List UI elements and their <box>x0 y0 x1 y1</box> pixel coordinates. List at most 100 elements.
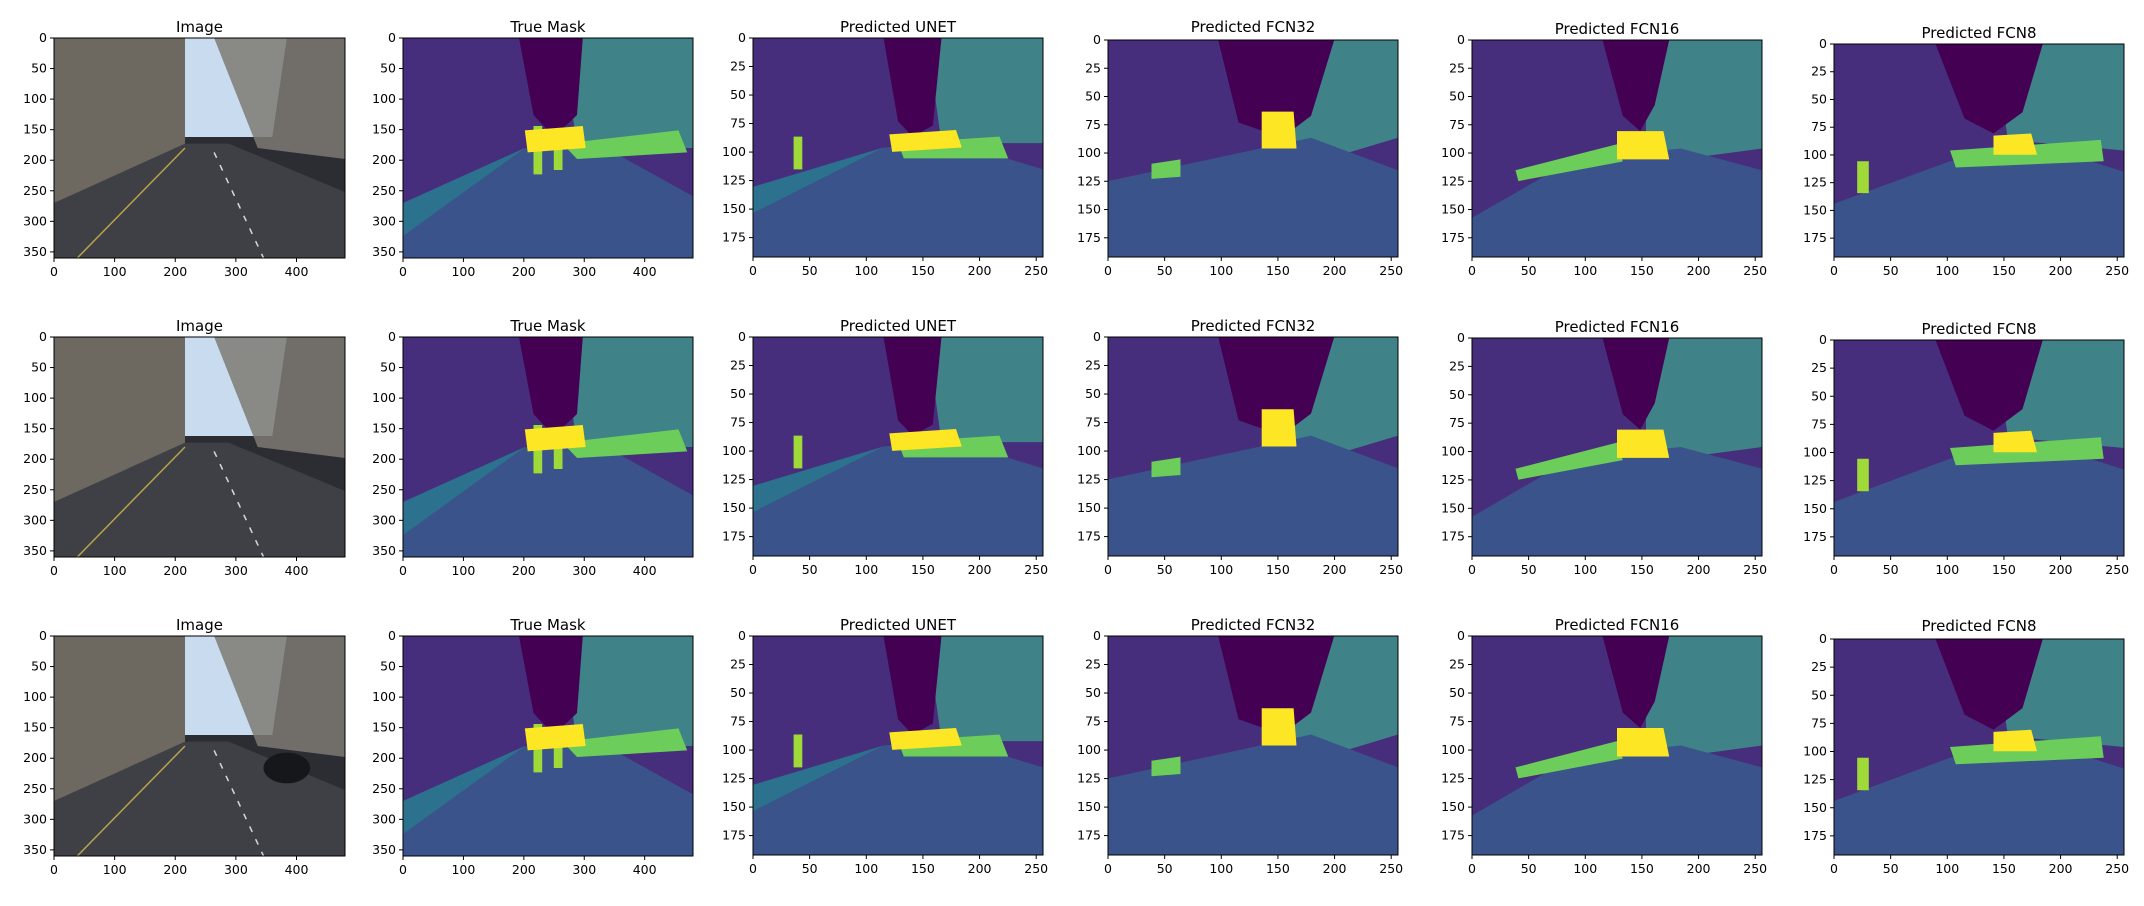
class-sky <box>519 636 583 735</box>
y-tick-label: 150 <box>1803 501 1827 516</box>
x-tick-label: 200 <box>1323 562 1347 577</box>
y-tick-label: 100 <box>372 689 396 704</box>
y-tick-label: 175 <box>722 230 746 245</box>
x-tick-label: 150 <box>1992 562 2016 577</box>
class-car <box>1515 144 1623 182</box>
x-tick-label: 50 <box>1883 263 1899 278</box>
y-tick-label: 150 <box>1803 202 1827 217</box>
photo-car <box>263 752 311 784</box>
y-tick-label: 350 <box>372 244 396 259</box>
y-tick-label: 250 <box>372 482 396 497</box>
y-tick-label: 150 <box>722 500 746 515</box>
class-car <box>1515 442 1623 480</box>
y-tick-label: 0 <box>1819 36 1827 51</box>
y-tick-label: 175 <box>1077 230 1101 245</box>
class-sidewalk <box>753 147 884 214</box>
class-sign <box>889 429 962 451</box>
panel-content <box>1472 40 1762 257</box>
panel-title: True Mask <box>509 18 586 36</box>
y-tick-label: 125 <box>722 173 746 188</box>
y-tick-label: 175 <box>1803 828 1827 843</box>
y-tick-label: 25 <box>730 358 746 373</box>
x-tick-label: 50 <box>1883 562 1899 577</box>
y-tick-label: 250 <box>23 781 47 796</box>
panel-unet-row-1: 0 50 100 150 200 250 0 25 50 75 100 125 150 175 Predic… <box>722 18 1048 278</box>
y-tick-label: 75 <box>1811 416 1827 431</box>
x-tick-label: 200 <box>163 563 187 578</box>
panel-unet-row-2: 0 50 100 150 200 250 0 25 50 75 100 125 150 175 Predic… <box>722 317 1048 577</box>
class-sidewalk <box>753 446 884 513</box>
y-tick-label: 250 <box>23 183 47 198</box>
panel-content <box>753 636 1043 855</box>
class-sidewalk <box>403 746 525 834</box>
panel-fcn8-row-3: 0 50 100 150 200 250 0 25 50 75 100 125 150 175 Predic… <box>1803 617 2129 876</box>
panel-title: Predicted FCN8 <box>1921 24 2036 42</box>
y-tick-label: 25 <box>1811 64 1827 79</box>
panel-frame <box>752 336 1044 557</box>
y-tick-label: 200 <box>372 152 396 167</box>
y-tick-label: 100 <box>722 742 746 757</box>
y-tick-label: 150 <box>23 122 47 137</box>
panel-content <box>1108 337 1398 556</box>
panel-fcn32-row-2: 0 50 100 150 200 250 0 25 50 75 100 125 150 175 Predic… <box>1077 317 1403 577</box>
panel-frame <box>53 635 346 857</box>
photo-road <box>54 442 345 557</box>
x-tick-label: 300 <box>224 862 248 877</box>
y-tick-label: 0 <box>1457 330 1465 345</box>
y-tick-label: 150 <box>372 720 396 735</box>
class-car <box>562 728 688 757</box>
x-tick-label: 0 <box>1830 263 1838 278</box>
panel-content <box>54 337 345 557</box>
class-road <box>403 447 693 557</box>
x-tick-label: 250 <box>1024 562 1048 577</box>
class-vegetation <box>1646 40 1762 160</box>
y-tick-label: 125 <box>722 771 746 786</box>
class-vegetation <box>562 636 693 746</box>
panel-content <box>403 38 693 258</box>
y-tick-label: 175 <box>1077 828 1101 843</box>
y-tick-label: 50 <box>1085 685 1101 700</box>
y-tick-label: 100 <box>1077 742 1101 757</box>
panel-fcn8-row-1: 0 50 100 150 200 250 0 25 50 75 100 125 150 175 Predic… <box>1803 24 2129 278</box>
x-tick-label: 0 <box>1468 263 1476 278</box>
x-tick-label: 150 <box>1266 263 1290 278</box>
class-sign <box>1993 133 2037 155</box>
class-vegetation <box>562 38 693 148</box>
y-tick-label: 350 <box>372 842 396 857</box>
y-tick-label: 50 <box>1449 685 1465 700</box>
y-tick-label: 75 <box>1085 415 1101 430</box>
y-tick-label: 25 <box>730 657 746 672</box>
y-tick-label: 0 <box>388 30 396 45</box>
panel-content <box>753 38 1043 257</box>
y-tick-label: 75 <box>730 714 746 729</box>
panel-content <box>1472 636 1762 855</box>
y-tick-label: 75 <box>730 116 746 131</box>
y-tick-label: 300 <box>23 512 47 527</box>
class-road <box>1472 148 1762 257</box>
y-tick-label: 50 <box>1811 91 1827 106</box>
x-tick-label: 100 <box>1209 861 1233 876</box>
y-tick-label: 150 <box>722 201 746 216</box>
x-tick-label: 0 <box>1104 861 1112 876</box>
panel-title: Predicted UNET <box>840 317 957 335</box>
y-tick-label: 175 <box>722 828 746 843</box>
panel-fcn16-row-1: 0 50 100 150 200 250 0 25 50 75 100 125 150 175 Predic… <box>1441 20 1767 278</box>
panel-title: Image <box>176 18 223 36</box>
panel-fcn8-row-2: 0 50 100 150 200 250 0 25 50 75 100 125 150 175 Predic… <box>1803 320 2129 577</box>
class-sign <box>889 728 962 750</box>
panel-content <box>1472 338 1762 556</box>
panel-content <box>1108 636 1398 855</box>
x-tick-label: 250 <box>1379 861 1403 876</box>
x-tick-label: 100 <box>1573 861 1597 876</box>
x-tick-label: 100 <box>103 862 127 877</box>
panel-fcn16-row-2: 0 50 100 150 200 250 0 25 50 75 100 125 150 175 Predic… <box>1441 318 1767 577</box>
class-car <box>1151 159 1181 179</box>
class-pedestrian <box>1857 458 1869 492</box>
y-tick-label: 300 <box>372 811 396 826</box>
y-tick-label: 175 <box>1803 230 1827 245</box>
panel-title: Predicted FCN8 <box>1921 617 2036 635</box>
panel-title: Predicted UNET <box>840 18 957 36</box>
x-tick-label: 250 <box>1743 263 1767 278</box>
panel-fcn32-row-1: 0 50 100 150 200 250 0 25 50 75 100 125 150 175 Predic… <box>1077 18 1403 278</box>
class-car <box>1151 457 1181 478</box>
